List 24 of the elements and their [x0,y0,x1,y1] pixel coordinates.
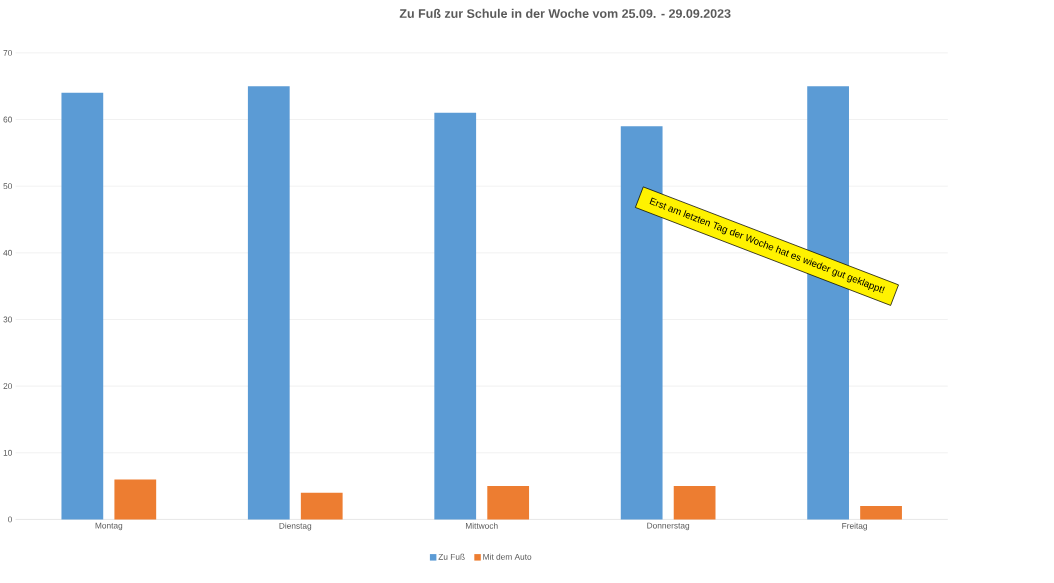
y-tick-label: 20 [3,383,13,390]
bar [247,86,290,520]
bar [673,486,716,520]
y-tick-label: 10 [3,450,13,456]
x-tick-label: Mittwoch [465,522,498,530]
y-tick-label: 50 [3,183,13,190]
bar [434,113,477,520]
legend-label: Mit dem Auto [483,553,532,560]
bar [300,493,343,520]
y-tick-label: 30 [3,316,13,323]
bar [61,93,104,520]
y-tick-label: 60 [3,116,13,123]
chart-title: Zu Fuß zur Schule in der Woche vom 25.09. - 29.09.2023 [399,9,731,19]
bar [860,506,902,520]
bar [114,479,157,520]
x-tick-label: Dienstag [279,522,312,531]
x-tick-label: Donnerstag [647,522,690,531]
y-tick-label: 40 [3,250,13,257]
x-tick-label: Freitag [842,522,867,531]
y-tick-label: 70 [3,50,13,57]
y-tick-label: 0 [8,516,13,523]
x-tick-label: Montag [95,522,123,531]
legend-label: Zu Fuß [438,553,465,560]
bar [487,486,530,520]
